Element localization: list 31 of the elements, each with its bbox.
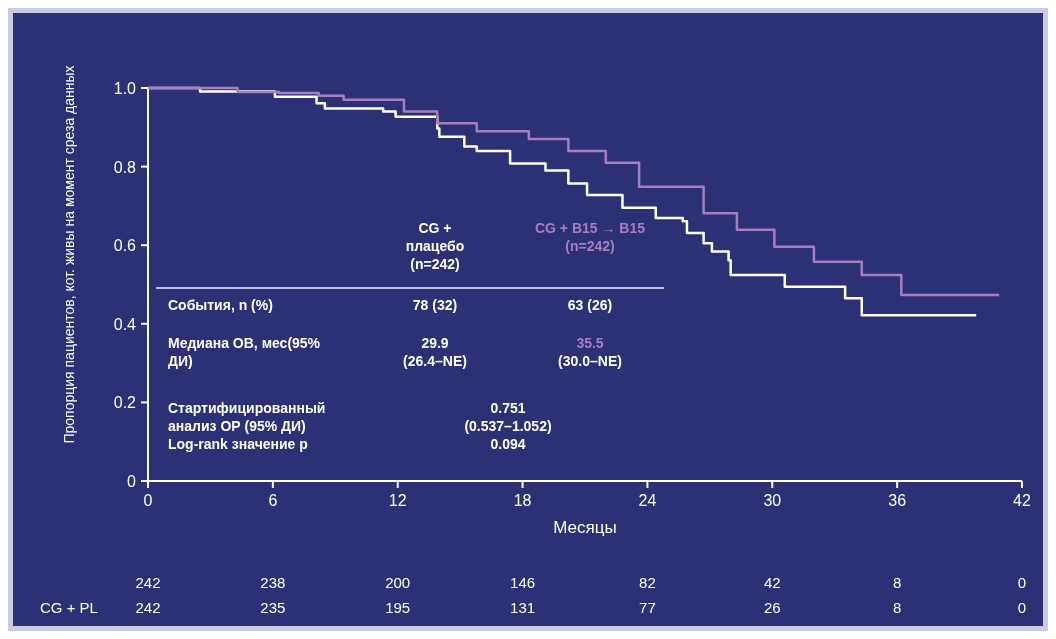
annotation: 0.751 (0.537–1.052): [464, 400, 552, 435]
y-tick-label: 0: [127, 473, 137, 490]
x-axis-title: Месяцы: [553, 518, 617, 537]
x-tick-label: 6: [268, 492, 278, 509]
x-tick-label: 36: [888, 492, 907, 509]
annotation: События, n (%): [168, 297, 273, 313]
x-tick-label: 42: [1013, 492, 1031, 509]
x-tick-label: 18: [513, 492, 532, 509]
text: 242 235 195 131 77 26 8 0: [135, 599, 1027, 616]
annotation: Log-rank значение p: [168, 436, 308, 452]
y-tick-label: 0.8: [113, 158, 137, 176]
x-tick-label: 30: [763, 492, 782, 509]
text: CG + B15 → B15 (n=242): [534, 220, 646, 255]
y-tick-label: 1.0: [113, 80, 137, 97]
annotation: Стартифицированный анализ ОР (95% ДИ): [168, 400, 326, 435]
y-tick-label: 0.2: [113, 394, 137, 412]
y-tick-label: 0.4: [113, 315, 137, 333]
annotation: 78 (32): [412, 297, 458, 313]
x-tick-label: 12: [388, 492, 407, 509]
annotation: Медиана ОВ, мес(95% ДИ): [168, 335, 321, 370]
text: CG + плацебо (n=242): [405, 220, 465, 273]
annotation: 63 (26): [567, 297, 613, 313]
annotation: 35.5 (30.0–NE): [558, 335, 622, 370]
annotation: 29.9 (26.4–NE): [403, 335, 467, 370]
annotation: 0.094: [490, 436, 526, 452]
y-axis-title: Пропорция пациентов, кот. живы на момент среза данных: [61, 65, 77, 444]
x-tick-label: 0: [143, 492, 153, 509]
text: CG + PL: [40, 599, 98, 616]
text: 242 238 200 146 82 42 8 0: [135, 574, 1027, 591]
y-tick-label: 0.6: [113, 237, 137, 255]
x-tick-label: 24: [638, 492, 657, 509]
